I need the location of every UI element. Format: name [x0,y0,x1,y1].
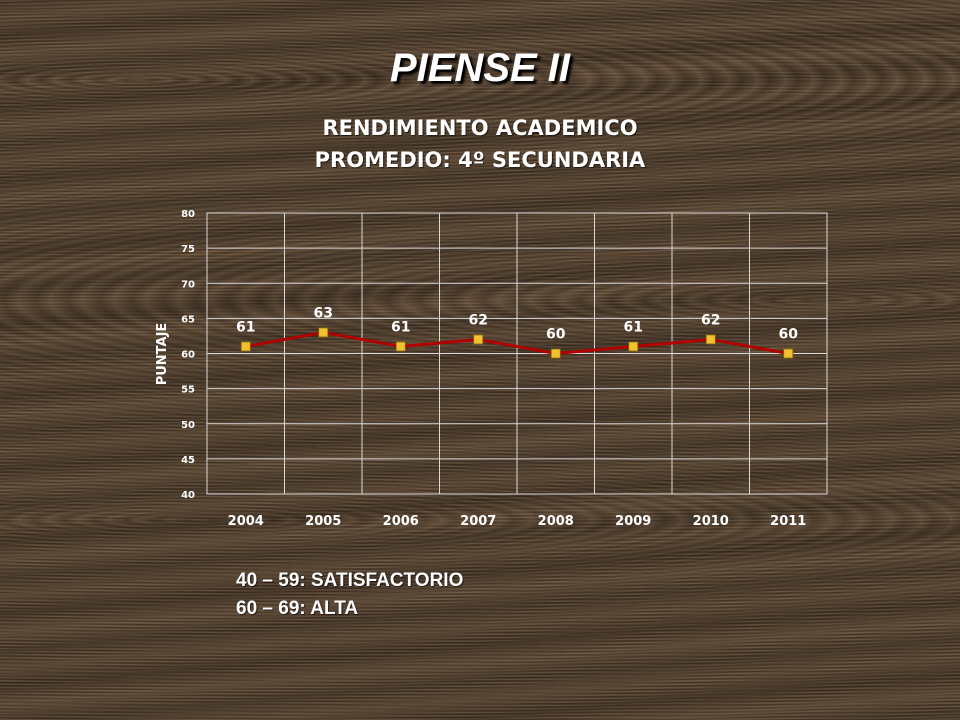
data-label: 63 [314,305,333,321]
data-point [473,334,484,345]
y-tick-label: 65 [181,314,195,325]
data-label: 61 [236,319,255,335]
x-tick-label: 2010 [693,514,729,529]
y-tick-label: 80 [181,209,195,220]
chart-subtitle-line2: PROMEDIO: 4º SECUNDARIA [314,148,646,172]
data-point [628,341,639,352]
x-tick-label: 2008 [538,514,574,529]
data-label: 62 [469,312,488,328]
data-point [240,341,251,352]
x-tick-label: 2011 [770,514,806,529]
y-tick-label: 60 [181,350,195,361]
chart-subtitle-line1: RENDIMIENTO ACADEMICO [322,116,638,140]
y-tick-label: 50 [181,420,195,431]
data-point [395,341,406,352]
y-axis-title: PUNTAJE [155,323,170,386]
data-label: 60 [779,327,799,343]
y-tick-label: 70 [181,279,195,290]
page-title: PIENSE II [389,46,571,90]
data-label: 61 [391,319,410,335]
y-tick-label: 75 [181,244,195,255]
data-label: 61 [624,319,643,335]
data-point [550,348,561,359]
x-tick-label: 2007 [460,514,496,529]
data-point [783,348,794,359]
data-point [705,334,716,345]
x-tick-label: 2004 [228,514,264,529]
y-tick-label: 40 [181,490,195,501]
data-label: 60 [546,327,566,343]
series-line [245,330,789,355]
x-tick-label: 2005 [305,514,341,529]
data-label: 62 [701,312,720,328]
x-tick-label: 2006 [383,514,419,529]
x-tick-label: 2009 [615,514,651,529]
y-tick-label: 55 [181,385,195,396]
data-point [318,327,329,338]
y-tick-label: 45 [181,455,195,466]
range-note-satisfactorio: 40 – 59: SATISFACTORIO [236,570,464,591]
range-note-alta: 60 – 69: ALTA [236,598,359,619]
